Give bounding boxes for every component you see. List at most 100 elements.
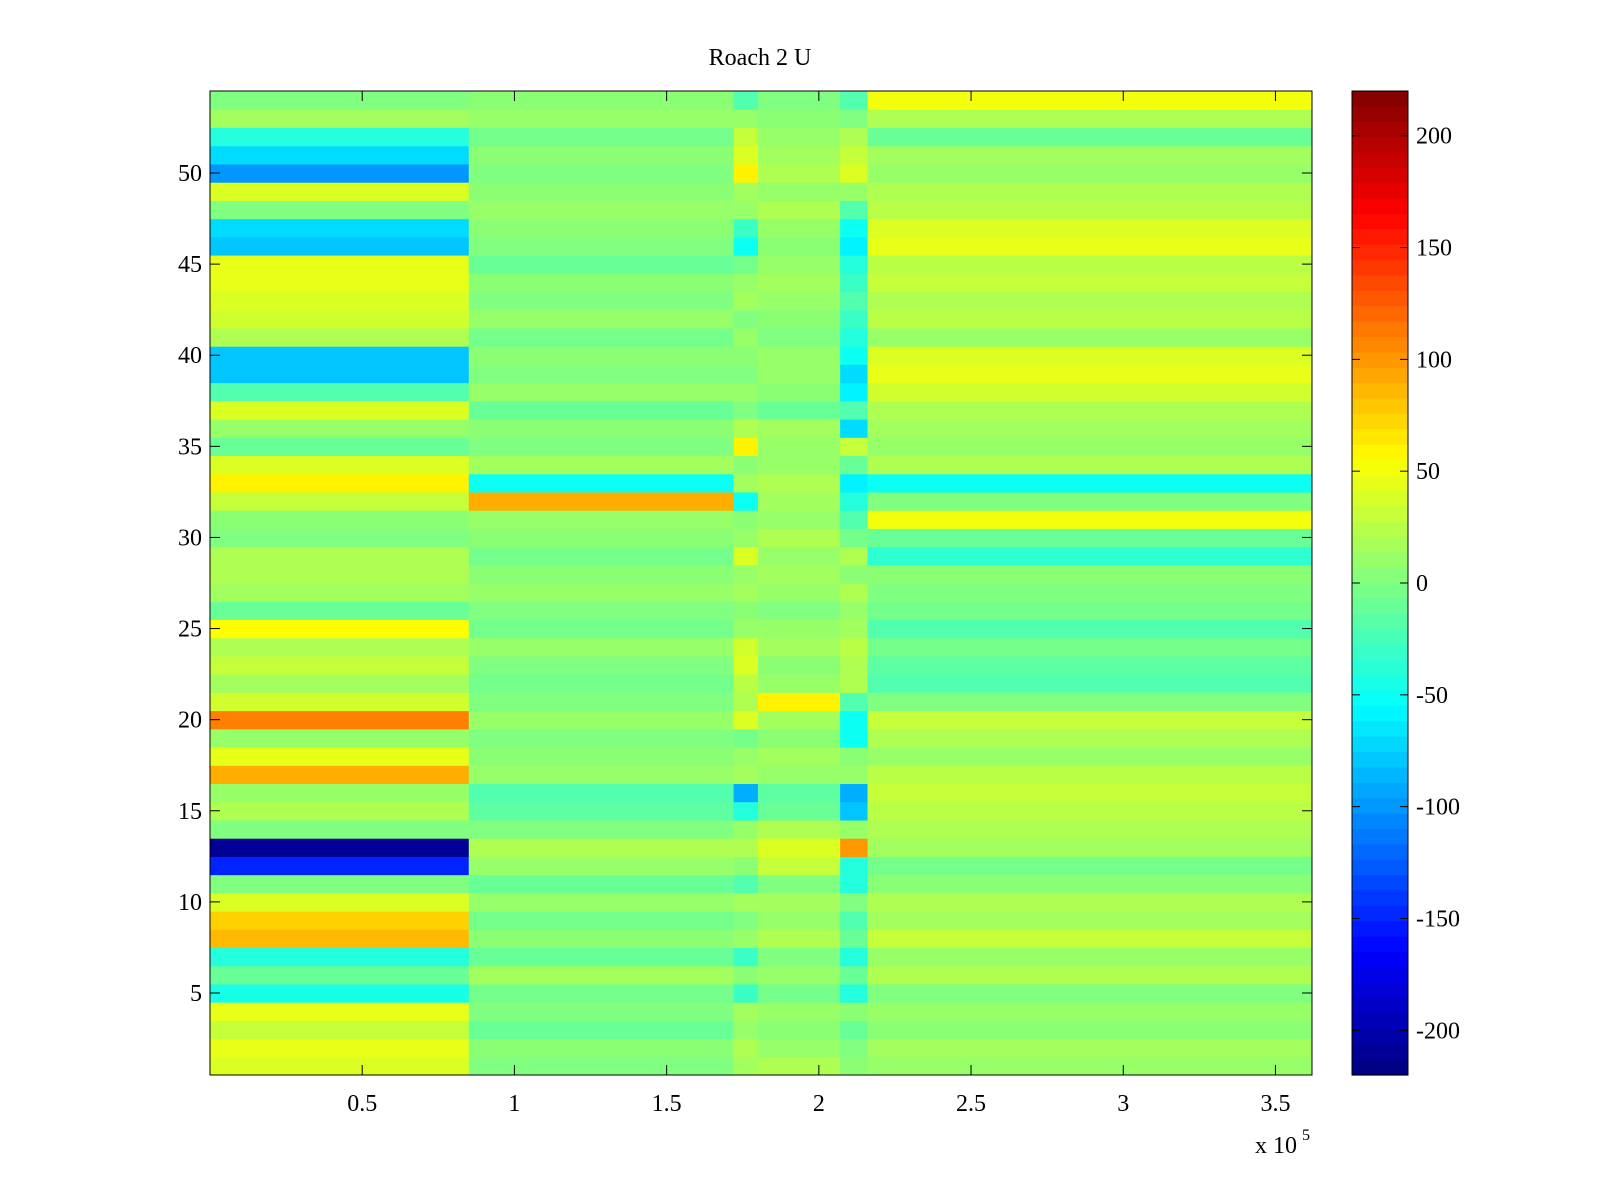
chart-title: Roach 2 U: [709, 45, 812, 71]
heatmap-cell: [757, 601, 841, 621]
heatmap-cell: [757, 510, 841, 529]
heatmap-cell: [733, 819, 759, 839]
heatmap-cell: [468, 346, 735, 365]
heatmap-cell: [867, 892, 1312, 912]
heatmap-cell: [210, 218, 470, 238]
heatmap-cell: [867, 765, 1312, 785]
heatmap-cell: [840, 892, 869, 912]
heatmap-cell: [468, 947, 735, 967]
heatmap-cell: [757, 965, 841, 985]
heatmap-cell: [468, 692, 735, 712]
heatmap-cell: [210, 856, 470, 876]
heatmap-cell: [867, 364, 1312, 384]
heatmap-cell: [840, 546, 869, 566]
x-exponent-power: 5: [1302, 1127, 1310, 1144]
heatmap-cell: [840, 619, 869, 639]
heatmap-cell: [468, 182, 735, 201]
heatmap-cell: [757, 892, 841, 912]
heatmap-cell: [210, 327, 470, 347]
heatmap-cell: [757, 437, 841, 457]
heatmap-cell: [468, 655, 735, 675]
heatmap-cell: [733, 291, 759, 311]
colorbar-swatch: [1352, 337, 1408, 353]
heatmap-cell: [757, 491, 841, 511]
heatmap-cell: [733, 801, 759, 821]
heatmap-cell: [733, 1038, 759, 1058]
heatmap-cell: [468, 765, 735, 785]
x-tick-label: 3.5: [1260, 1091, 1290, 1117]
heatmap-cell: [210, 983, 470, 1003]
y-axis: 5 10 15 20 25 30 35 40 45 50: [178, 161, 1312, 1007]
colorbar-swatch: [1352, 244, 1408, 261]
heatmap-cell: [757, 983, 841, 1003]
heatmap-cell: [468, 619, 735, 639]
heatmap-cell: [757, 947, 841, 967]
heatmap-cell: [210, 364, 470, 384]
heatmap-cell: [867, 273, 1312, 293]
heatmap-cell: [733, 346, 759, 365]
heatmap-cell: [468, 236, 735, 256]
colorbar-swatch: [1352, 798, 1408, 815]
heatmap-cell: [733, 637, 759, 657]
colorbar-swatch: [1352, 613, 1408, 630]
heatmap-cell: [468, 728, 735, 748]
heatmap-cell: [468, 455, 735, 475]
plot-frame: [209, 90, 1313, 1076]
heatmap-cell: [210, 1002, 470, 1021]
heatmap-cell: [468, 327, 735, 347]
heatmap-cell: [468, 473, 735, 493]
y-tick-label: 20: [178, 708, 202, 734]
colorbar-swatch: [1352, 167, 1408, 184]
heatmap-cell: [733, 911, 759, 930]
heatmap-cell: [757, 1002, 841, 1021]
x-tick-label: 2.5: [956, 1091, 986, 1117]
colorbar-tick-label: 200: [1416, 124, 1452, 150]
heatmap-cell: [867, 510, 1312, 529]
heatmap-cell: [867, 801, 1312, 821]
heatmap-cell: [210, 400, 470, 420]
heatmap-cell: [468, 583, 735, 602]
heatmap-cell: [867, 382, 1312, 402]
heatmap-cell: [468, 382, 735, 402]
heatmap-cell: [757, 783, 841, 803]
y-tick-label: 30: [178, 525, 202, 551]
heatmap-cell: [733, 309, 759, 329]
colorbar-swatch: [1352, 460, 1408, 476]
heatmap-cell: [840, 236, 869, 256]
heatmap-cell: [210, 273, 470, 293]
heatmap-cell: [757, 765, 841, 785]
heatmap-cell: [757, 747, 841, 766]
heatmap-cell: [840, 710, 869, 730]
colorbar-swatch: [1352, 398, 1408, 415]
heatmap-cell: [840, 273, 869, 293]
heatmap-cell: [840, 419, 869, 438]
colorbar-swatch: [1352, 260, 1408, 277]
heatmap-cell: [468, 91, 735, 110]
heatmap-cell: [840, 965, 869, 985]
heatmap-cell: [757, 1020, 841, 1040]
heatmap-cell: [840, 255, 869, 274]
heatmap-cell: [867, 819, 1312, 839]
heatmap-cell: [733, 455, 759, 475]
heatmap-cell: [867, 728, 1312, 748]
heatmap-cell: [867, 655, 1312, 675]
heatmap-cell: [757, 455, 841, 475]
heatmap-cell: [840, 601, 869, 621]
heatmap-cell: [867, 1020, 1312, 1040]
colorbar-swatch: [1352, 383, 1408, 400]
heatmap-cell: [210, 1038, 470, 1058]
heatmap-cell: [840, 182, 869, 201]
heatmap-cell: [867, 874, 1312, 894]
heatmap-cell: [867, 255, 1312, 274]
heatmap-cell: [210, 783, 470, 803]
heatmap-cell: [840, 911, 869, 930]
heatmap-cell: [733, 236, 759, 256]
x-tick-label: 1.5: [652, 1091, 682, 1117]
y-tick-label: 35: [178, 434, 202, 460]
heatmap-cell: [867, 710, 1312, 730]
heatmap-cell: [733, 728, 759, 748]
heatmap-cell: [468, 783, 735, 803]
heatmap-cell: [840, 983, 869, 1003]
colorbar-swatch: [1352, 736, 1408, 753]
colorbar-swatch: [1352, 1028, 1408, 1045]
